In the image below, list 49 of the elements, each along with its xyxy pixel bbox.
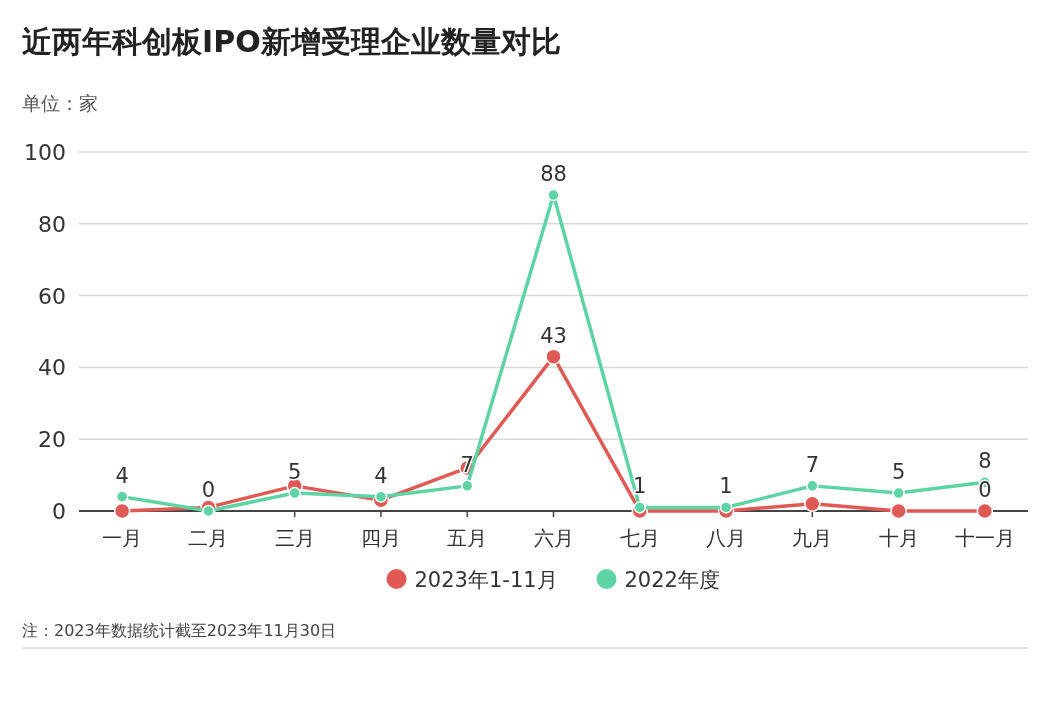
y-tick-label: 40 [38, 355, 66, 381]
point [892, 486, 905, 500]
x-tick-label: 八月 [706, 526, 747, 550]
point [460, 479, 474, 493]
chart-subtitle: 单位：家 [22, 92, 98, 114]
data-label: 88 [540, 162, 567, 187]
data-label: 4 [115, 463, 129, 488]
point [113, 502, 131, 520]
x-tick-label: 十一月 [954, 526, 1015, 550]
point [288, 486, 301, 500]
point [976, 502, 994, 520]
y-tick-label: 80 [38, 211, 66, 237]
y-tick-label: 60 [38, 283, 66, 309]
point [115, 490, 129, 503]
legend-label: 2022年度 [624, 568, 720, 592]
data-label: 0 [201, 478, 216, 502]
x-tick-label: 四月 [360, 526, 401, 550]
legend-label: 2023年1-11月 [414, 568, 558, 592]
point [804, 495, 821, 513]
x-tick-label: 九月 [792, 526, 833, 550]
x-tick-label: 七月 [619, 526, 660, 550]
data-label: 8 [978, 449, 992, 474]
point [806, 479, 819, 493]
point [633, 501, 647, 514]
y-tick-label: 20 [38, 427, 66, 453]
data-label: 1 [719, 474, 733, 499]
point [374, 490, 388, 503]
data-label: 4 [374, 463, 388, 488]
y-tick-label: 100 [24, 140, 66, 165]
point [545, 348, 562, 365]
data-label: 0 [978, 478, 992, 502]
chart-title: 近两年科创板IPO新增受理企业数量对比 [22, 24, 561, 59]
x-tick-label: 三月 [274, 526, 315, 550]
data-label: 5 [891, 460, 906, 485]
text: 注：2023年数据统计截至2023年11月30日 [22, 621, 337, 640]
x-tick-label: 五月 [447, 526, 488, 550]
x-tick-label: 一月 [102, 526, 143, 550]
x-tick-label: 十月 [878, 526, 919, 550]
data-label: 43 [540, 323, 567, 348]
data-label: 5 [287, 460, 302, 485]
point [719, 501, 733, 514]
point [547, 188, 560, 202]
y-tick-label: 0 [52, 499, 66, 524]
data-label: 7 [805, 452, 820, 477]
x-tick-label: 二月 [188, 526, 229, 550]
point [202, 504, 215, 518]
data-label: 1 [633, 474, 647, 499]
x-tick-label: 六月 [533, 526, 574, 550]
point [890, 502, 907, 520]
